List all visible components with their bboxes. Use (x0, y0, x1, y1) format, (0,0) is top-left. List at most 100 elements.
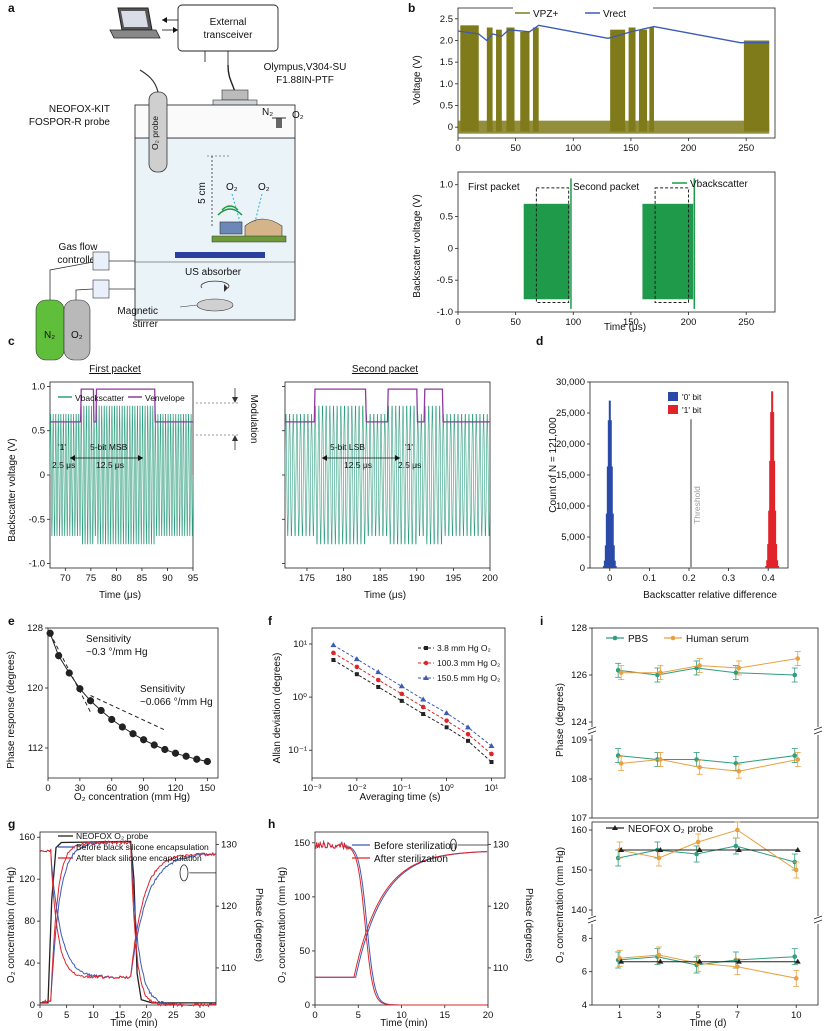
c-ylabel: Backscatter voltage (V) (7, 438, 18, 541)
venvelope-line (285, 388, 490, 423)
i-ylabel-top: Phase (degrees) (555, 683, 566, 757)
f-series-line (333, 652, 492, 755)
f-marker-circle (331, 650, 336, 656)
e-data-point (140, 736, 148, 744)
f-marker-circle (420, 704, 426, 710)
h-legend-after: After sterilization (374, 854, 448, 865)
tank-o2-label: O₂ (71, 330, 83, 341)
panel-h: h 0 50 100 150 110 120 130 0 5 10 15 20 O₂ concentr… (268, 817, 534, 1029)
b-top-xtick: 150 (623, 143, 639, 154)
e-frame (47, 627, 219, 779)
f-frame (311, 627, 506, 779)
e-fit-line (49, 633, 208, 762)
vpz-burst (649, 27, 654, 132)
c-xtick: 85 (137, 573, 148, 584)
f-marker-circle (399, 691, 405, 697)
f-xtick: 10⁻³ (303, 783, 322, 794)
e-sens1-line2: ~0.3 °/mm Hg (86, 647, 148, 658)
o2-label-b: O₂ (258, 182, 270, 193)
i-bottom-ytick: 140 (571, 905, 587, 916)
e-data-point (182, 752, 190, 760)
i-top-ytick: 107 (571, 813, 587, 824)
h-ylabel: O₂ concentration (mm Hg) (277, 867, 288, 983)
b-legend-vpz: VPZ+ (533, 9, 558, 20)
vpz-burst (496, 29, 502, 132)
flow-controller-2 (92, 279, 110, 299)
chart-c-left: 1.0 0.5 0 -0.5 -1.0 70 75 80 85 90 95 (29, 381, 199, 584)
f-marker-triangle (353, 656, 360, 662)
axis-indicator-ellipse (179, 864, 189, 882)
d-legend-1bit: '1' bit (682, 405, 702, 415)
e-xtick: 30 (75, 783, 86, 794)
i-xtick: 10 (791, 1010, 802, 1021)
g-xtick: 20 (141, 1010, 152, 1021)
f-xtick: 10⁻² (347, 783, 366, 794)
e-data-point (150, 741, 158, 749)
i-data-point (618, 761, 624, 766)
g-legend-after: After black silicone encapsulation (76, 853, 202, 863)
i-bottom-ytick: 8 (582, 933, 587, 944)
c-xtick: 175 (299, 573, 315, 584)
e-ytick: 128 (27, 623, 43, 634)
c-first-title: First packet (89, 364, 141, 375)
axis-break-mark (813, 730, 823, 735)
i-neofox-marker (618, 958, 625, 964)
c-right-xlabel: Time (μs) (364, 590, 406, 601)
e-xtick: 120 (168, 783, 184, 794)
vpz-burst (638, 29, 648, 132)
i-data-point (694, 757, 699, 762)
e-ylabel: Phase response (degrees) (6, 651, 17, 769)
panel-i: i 107 108 109 124 126 128 4 6 8 140 150 160 1 3 5 7 10 P… (540, 614, 823, 1029)
stirrer-label-1: Magnetic (117, 306, 158, 317)
i-data-point (656, 855, 662, 861)
f-series-line (333, 659, 492, 763)
f-marker-circle (375, 677, 381, 683)
d-xtick: 0.1 (643, 573, 656, 584)
i-data-point (697, 765, 702, 770)
axis-break-mask (588, 916, 596, 924)
h-ytick: 150 (294, 838, 310, 849)
i-top-ytick: 124 (571, 717, 587, 728)
i-data-point (735, 964, 740, 969)
chart-e: 112 120 128 0 30 60 90 120 150 (27, 623, 219, 794)
d-ytick: 30,000 (556, 377, 585, 388)
gas-flow-label-1: Gas flow (59, 242, 99, 253)
h-xlabel: Time (min) (380, 1018, 427, 1029)
i-data-point (792, 672, 798, 678)
panel-g: g 0 40 80 120 160 110 120 130 0 5 10 15 20 25 30 O₂ co… (6, 817, 264, 1029)
i-data-point (792, 954, 798, 959)
o2-tank-icon (63, 299, 91, 361)
i-data-point (733, 670, 739, 675)
i-data-point (792, 753, 798, 758)
i-top-series-line (618, 755, 795, 764)
panel-a: a External transceiver Olympus,V304-SU (8, 1, 346, 361)
b-top-xtick: 100 (565, 143, 581, 154)
i-bottom-ytick: 150 (571, 865, 587, 876)
i-bottom-series-line (618, 845, 795, 863)
f-xtick: 10⁻¹ (392, 783, 411, 794)
i-legend-neofox: NEOFOX O₂ probe (628, 824, 713, 835)
g-y2tick: 120 (221, 901, 237, 912)
f-marker-square (444, 725, 449, 730)
g-ytick: 0 (30, 1000, 35, 1011)
histogram-bar (775, 544, 778, 568)
axis-break-mark (813, 915, 823, 920)
before-o2-line (315, 839, 488, 1006)
d-ytick: 5,000 (561, 532, 585, 543)
b-top-ytick: 0.5 (440, 101, 453, 112)
e-sens2-line2: ~0.066 °/mm Hg (140, 697, 213, 708)
e-xtick: 0 (45, 783, 50, 794)
after-phase-line (315, 851, 488, 978)
b-bottom-ytick: 1.0 (440, 180, 453, 191)
f-xtick: 10⁰ (439, 783, 454, 794)
f-ytick: 10¹ (293, 639, 307, 650)
b-top-ytick: 1.5 (440, 57, 453, 68)
c-ytick: 0.5 (32, 426, 45, 437)
f-marker-triangle (398, 683, 405, 689)
c-legend-vbackscatter: Vbackscatter (75, 393, 124, 403)
e-data-point (55, 652, 63, 660)
b-top-ytick: 2.5 (440, 14, 453, 25)
neofox-label-2: FOSPOR-R probe (29, 117, 111, 128)
us-absorber (175, 252, 265, 258)
chart-i: 107 108 109 124 126 128 4 6 8 140 150 160 1 3 5 7 10 (571, 623, 823, 1021)
